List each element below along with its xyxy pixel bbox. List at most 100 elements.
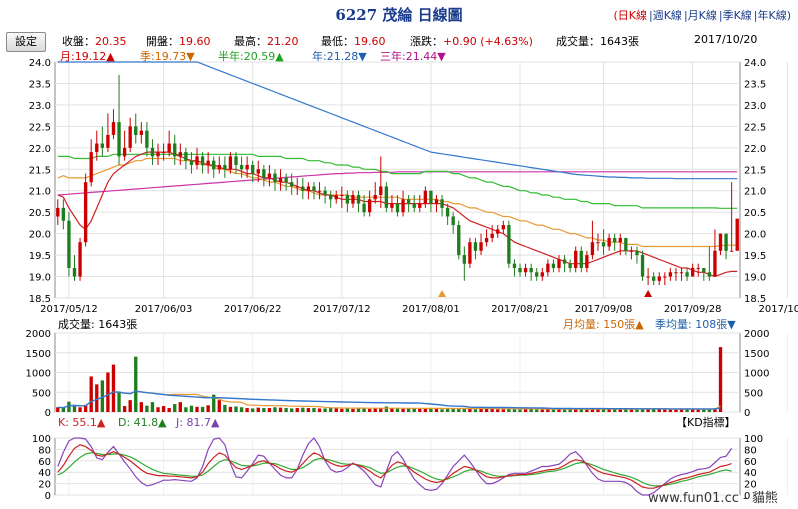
candle-body xyxy=(256,169,260,174)
volume-bar xyxy=(401,408,405,412)
candle-body xyxy=(718,233,723,251)
volume-tick-right: 0 xyxy=(744,408,750,419)
candle-body xyxy=(490,233,494,238)
candle-body xyxy=(228,156,233,170)
period-monthly-link[interactable]: |月K線 xyxy=(683,9,717,22)
change-label: 漲跌： xyxy=(410,35,443,48)
date-tick-label: 2017/10/20 xyxy=(759,304,798,315)
kd-j-label: J: 81.7▲ xyxy=(175,416,220,429)
price-tick-right: 19.5 xyxy=(744,251,766,262)
volume-bar xyxy=(484,408,489,412)
price-tick-right: 24.0 xyxy=(744,58,766,69)
kd-k-line xyxy=(57,444,732,489)
volume-bar xyxy=(546,409,550,412)
candle-body xyxy=(351,195,355,204)
candle-body xyxy=(646,276,650,278)
kd-d-label: D: 41.8▲ xyxy=(118,416,167,429)
volume-bar xyxy=(150,402,155,412)
candle-body xyxy=(206,160,210,165)
volume-bar xyxy=(702,409,706,412)
kd-tick-right: 0 xyxy=(744,491,750,502)
candle-body xyxy=(390,203,394,208)
candle-body xyxy=(562,259,567,264)
candle-body xyxy=(568,263,572,268)
kd-d-line xyxy=(57,452,732,487)
volume-tick-left: 2000 xyxy=(26,329,51,340)
price-tick-left: 18.5 xyxy=(29,294,51,305)
price-tick-right: 20.0 xyxy=(744,230,766,241)
kd-tick-right: 20 xyxy=(744,480,757,491)
candle-body xyxy=(200,156,205,165)
candle-body xyxy=(273,173,277,183)
period-weekly-link[interactable]: |週K線 xyxy=(649,9,682,22)
candle-body xyxy=(212,160,216,170)
date-tick-label: 2017/06/03 xyxy=(135,304,193,315)
date-tick-label: 2017/08/01 xyxy=(402,304,460,315)
volume-bar xyxy=(83,404,88,412)
candle-body xyxy=(613,237,617,243)
candle-body xyxy=(290,182,294,187)
settings-button[interactable]: 設定 xyxy=(6,32,46,52)
open-quote: 開盤：19.60 xyxy=(146,33,211,49)
volume-bar xyxy=(295,408,299,412)
volume-bar xyxy=(596,408,600,412)
volume-bar xyxy=(356,408,361,412)
price-tick-right: 23.0 xyxy=(744,101,766,112)
volume-bar xyxy=(239,407,244,412)
candle-body xyxy=(167,143,171,153)
volume-bar xyxy=(713,408,717,412)
candle-body xyxy=(585,255,589,268)
ma-half-line xyxy=(57,153,738,209)
candle-body xyxy=(657,276,661,281)
price-tick-right: 22.5 xyxy=(744,122,766,133)
candle-body xyxy=(590,242,595,256)
candle-body xyxy=(245,164,249,170)
volume-bar xyxy=(674,409,678,412)
candle-body xyxy=(696,267,700,269)
candle-body xyxy=(457,225,461,256)
volume-bar xyxy=(540,409,544,412)
volume-quote: 成交量：1643張 xyxy=(556,33,639,49)
volume-bar xyxy=(618,408,622,412)
candle-body xyxy=(501,225,505,230)
kd-tick-right: 80 xyxy=(744,445,757,456)
volume-bar xyxy=(690,409,695,412)
volume-bar xyxy=(278,407,283,412)
volume-bar xyxy=(652,408,656,412)
volume-tick-right: 500 xyxy=(744,388,763,399)
candle-body xyxy=(156,152,160,157)
open-value: 19.60 xyxy=(179,35,211,48)
volume-bar xyxy=(663,409,667,412)
candle-body xyxy=(234,156,238,165)
price-tick-left: 23.0 xyxy=(29,101,51,112)
volume-bar xyxy=(501,409,505,412)
price-tick-right: 23.5 xyxy=(744,79,766,90)
candle-body xyxy=(184,152,188,161)
price-tick-left: 22.5 xyxy=(29,122,51,133)
price-axis: 24.0 24.0 23.5 23.5 23.0 23.0 22.5 22.5 22.0 22.0… xyxy=(29,58,767,305)
period-daily-link[interactable]: (日K線 xyxy=(613,9,648,22)
volume-bar xyxy=(89,376,93,412)
event-markers xyxy=(438,290,653,297)
period-yearly-link[interactable]: |年K線) xyxy=(753,9,791,22)
volume-bar xyxy=(496,409,500,412)
candle-body xyxy=(496,229,500,234)
candle-body xyxy=(702,267,706,273)
volume-bar xyxy=(440,409,444,412)
price-tick-right: 19.0 xyxy=(744,273,766,284)
volume-bar xyxy=(167,408,171,412)
volume-bar xyxy=(373,408,377,412)
volume-bar xyxy=(590,409,595,412)
event-marker xyxy=(644,290,653,297)
candle-body xyxy=(512,263,517,268)
candle-body xyxy=(690,267,695,277)
candle-body xyxy=(89,152,93,183)
volume-bar xyxy=(251,408,255,412)
volume-bar xyxy=(707,408,712,412)
volume-bar xyxy=(535,409,539,412)
volume-quarter-avg-label: 季均量: 108張▼ xyxy=(655,318,736,331)
kd-tick-right: 40 xyxy=(744,468,757,479)
period-quarterly-link[interactable]: |季K線 xyxy=(718,9,752,22)
volume-bar xyxy=(312,408,316,412)
